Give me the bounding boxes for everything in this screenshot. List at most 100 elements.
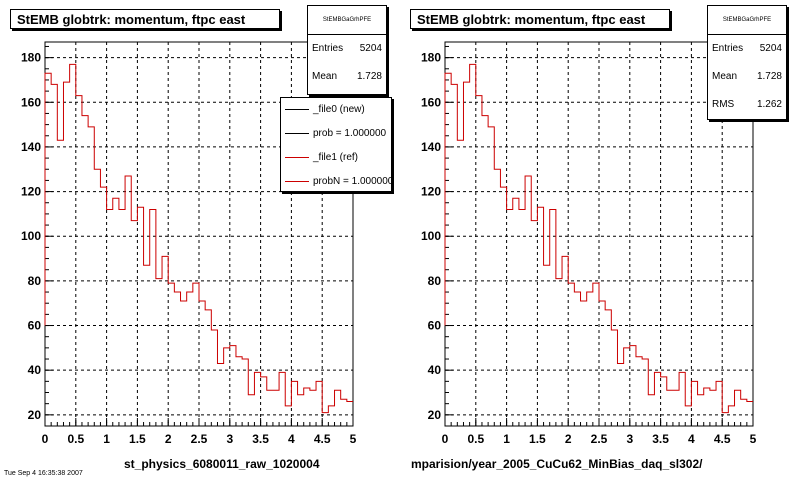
histogram-bin <box>722 413 728 426</box>
histogram-bin <box>291 381 297 426</box>
y-tick-label: 40 <box>28 363 42 377</box>
histogram-bin <box>648 395 654 426</box>
stats-label: Entries <box>312 43 344 54</box>
histogram-bin <box>230 346 236 426</box>
histogram-series <box>44 63 353 414</box>
histogram-bin <box>156 279 162 426</box>
histogram-bin <box>273 390 279 426</box>
histogram-bin <box>51 84 57 426</box>
histogram-bin <box>451 84 457 426</box>
histogram-bin <box>63 82 69 426</box>
x-tick-label: 1.5 <box>529 432 546 446</box>
x-tick-label: 4 <box>288 432 295 446</box>
histogram-bin <box>470 64 476 426</box>
histogram-bin <box>162 256 168 426</box>
x-tick-label: 0 <box>442 432 449 446</box>
histogram-bin <box>322 413 328 426</box>
histogram-bin <box>144 265 150 426</box>
histogram-bin <box>574 292 580 426</box>
x-tick-label: 0.5 <box>467 432 484 446</box>
histogram-bin <box>544 265 550 426</box>
histogram-bin <box>205 310 211 426</box>
stats-value: 5204 <box>359 43 382 54</box>
histogram-bin <box>617 363 623 426</box>
histogram-bin <box>747 401 753 426</box>
y-tick-label: 120 <box>421 185 441 199</box>
y-tick-label: 60 <box>28 319 42 333</box>
stats-label: RMS <box>712 99 735 110</box>
stats-box-right: StEMBGaGrhPFE Entries 5204 Mean 1.728 RM… <box>707 5 787 120</box>
x-tick-label: 4.5 <box>714 432 731 446</box>
histogram-bin <box>482 116 488 426</box>
legend-line <box>285 133 309 134</box>
y-tick-label: 120 <box>21 185 41 199</box>
histogram-series <box>444 63 753 414</box>
histogram-bin <box>94 169 100 426</box>
stats-row-entries: Entries 5204 <box>308 35 386 63</box>
histogram-bin <box>137 207 143 426</box>
histogram-bin <box>476 96 482 426</box>
histogram-bin <box>304 388 310 426</box>
histogram-bin <box>525 176 531 426</box>
histogram-bin <box>119 209 125 426</box>
histogram-bin <box>685 406 691 426</box>
histogram-bin <box>335 390 341 426</box>
stats-value: 5204 <box>759 43 782 54</box>
legend-item: prob = 1.000000 <box>281 122 391 146</box>
histogram-bin <box>347 401 353 426</box>
x-tick-label: 5 <box>750 432 757 446</box>
x-tick-label: 0.5 <box>67 432 84 446</box>
y-tick-label: 100 <box>421 229 441 243</box>
stats-label: Mean <box>712 71 738 82</box>
histogram-bin <box>562 256 568 426</box>
x-tick-label: 0 <box>42 432 49 446</box>
histogram-bin <box>88 127 94 426</box>
chart-title-right: StEMB globtrk: momentum, ftpc east <box>410 9 670 29</box>
legend-line <box>285 181 309 182</box>
histogram-bin <box>500 187 506 426</box>
legend-item: _file1 (ref) <box>281 146 391 170</box>
stats-box-left: StEMBGaGrhPFE Entries 5204 Mean 1.728 <box>307 5 387 95</box>
y-tick-label: 100 <box>21 229 41 243</box>
histogram-bin <box>611 330 617 426</box>
histogram-bin <box>236 357 242 426</box>
x-tick-label: 4 <box>688 432 695 446</box>
histogram-bin <box>131 221 137 426</box>
histogram-bin <box>593 283 599 426</box>
histogram-bin <box>57 140 63 426</box>
histogram-bin <box>667 390 673 426</box>
legend-line <box>285 109 309 110</box>
histogram-bin <box>100 187 106 426</box>
y-tick-label: 80 <box>28 274 42 288</box>
y-tick-label: 80 <box>428 274 442 288</box>
histogram-bin <box>691 381 697 426</box>
histogram-bin <box>704 388 710 426</box>
histogram-bin <box>630 346 636 426</box>
histogram-bin <box>587 292 593 426</box>
histogram-bin <box>513 198 519 426</box>
legend-label: _file0 (new) <box>313 104 365 115</box>
histogram-bin <box>537 207 543 426</box>
footer-label-left: st_physics_6080011_raw_1020004 <box>124 457 320 471</box>
histogram-bin <box>605 310 611 426</box>
x-tick-label: 5 <box>350 432 357 446</box>
histogram-bin <box>661 377 667 426</box>
legend-label: prob = 1.000000 <box>313 128 387 139</box>
y-tick-label: 40 <box>428 363 442 377</box>
histogram-bin <box>636 357 642 426</box>
histogram-bin <box>217 363 223 426</box>
x-tick-label: 3 <box>226 432 233 446</box>
y-tick-label: 180 <box>21 51 41 65</box>
histogram-bin <box>199 301 205 426</box>
histogram-bin <box>224 348 230 426</box>
x-tick-label: 2.5 <box>591 432 608 446</box>
legend-label: _file1 (ref) <box>313 152 359 163</box>
histogram-bin <box>298 395 304 426</box>
stats-value: 1.262 <box>756 99 782 110</box>
histogram-bin <box>82 116 88 426</box>
x-tick-label: 3.5 <box>652 432 669 446</box>
histogram-bin <box>174 292 180 426</box>
timestamp: Tue Sep 4 16:35:38 2007 <box>4 470 83 477</box>
histogram-bin <box>642 359 648 426</box>
histogram-bin <box>45 73 51 426</box>
